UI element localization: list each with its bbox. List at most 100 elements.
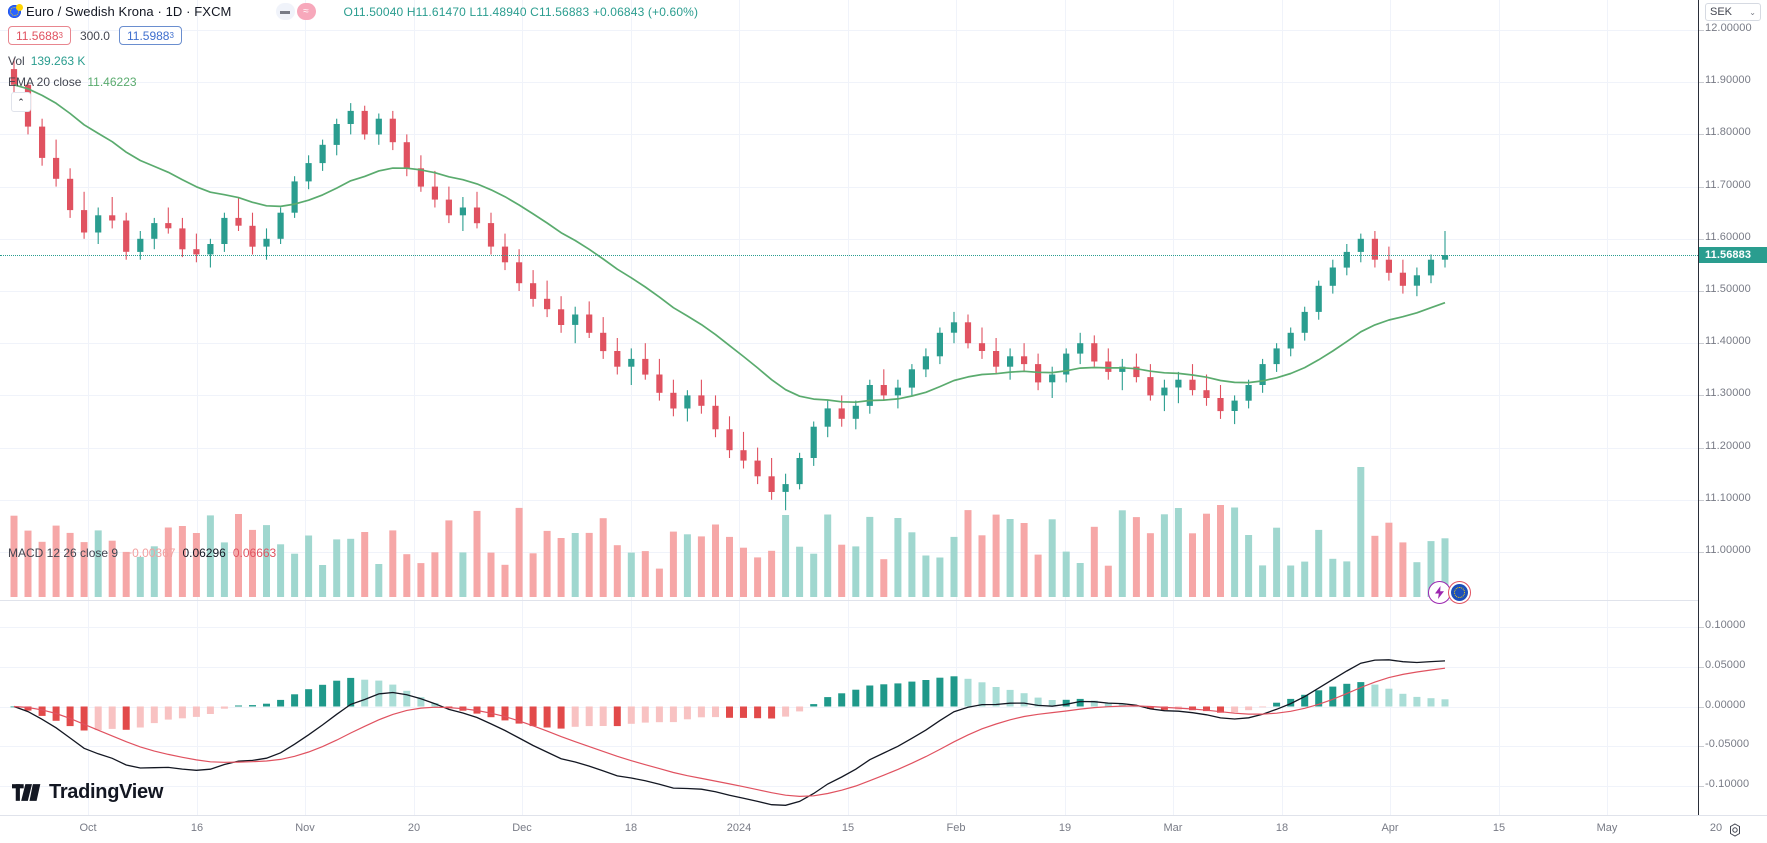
- volume-legend-value: 139.263 K: [30, 54, 86, 68]
- price-axis-tick: [1699, 291, 1704, 292]
- gridline-vertical: [739, 0, 740, 815]
- gridline-vertical: [414, 0, 415, 815]
- currency-selector[interactable]: SEK ⌄: [1705, 3, 1761, 21]
- gridline-vertical: [522, 0, 523, 815]
- price-axis-tick: [1699, 552, 1704, 553]
- gridline-horizontal: [0, 448, 1698, 449]
- price-axis-label: 11.40000: [1705, 335, 1751, 347]
- time-axis-label: 15: [841, 822, 855, 834]
- time-axis-label: Feb: [946, 822, 966, 834]
- low-price-chip[interactable]: 11.5688 3: [8, 26, 71, 45]
- macd-legend[interactable]: MACD 12 26 close 9 −0.00367 0.06296 0.06663: [8, 546, 276, 560]
- time-axis-label: 20: [407, 822, 421, 834]
- time-axis-label: 18: [624, 822, 638, 834]
- gridline-horizontal: [0, 134, 1698, 135]
- gridline-vertical: [1282, 0, 1283, 815]
- gridline-vertical: [956, 0, 957, 815]
- last-price-line: [0, 255, 1698, 256]
- last-price-badge[interactable]: 11.56883: [1699, 247, 1767, 263]
- macd-axis-tick: [1699, 667, 1704, 668]
- price-axis-tick: [1699, 30, 1704, 31]
- price-axis-label: 11.70000: [1705, 179, 1751, 191]
- time-axis-label: Oct: [79, 822, 97, 834]
- chart-type-button[interactable]: ▬: [275, 3, 295, 20]
- gridline-vertical: [1607, 0, 1608, 815]
- gridline-horizontal-macd: [0, 707, 1698, 708]
- price-axis-border: [1698, 0, 1699, 815]
- low-price-sup: 3: [58, 31, 63, 40]
- gridline-horizontal-macd: [0, 627, 1698, 628]
- currency-label: SEK: [1710, 6, 1733, 18]
- price-axis-tick: [1699, 395, 1704, 396]
- gridline-horizontal: [0, 395, 1698, 396]
- gridline-vertical: [848, 0, 849, 815]
- ohlc-values: O11.50040 H11.61470 L11.48940 C11.56883 …: [343, 4, 699, 19]
- pane-separator-volume: [0, 600, 1698, 601]
- time-axis-label: 19: [1058, 822, 1072, 834]
- price-axis-tick: [1699, 500, 1704, 501]
- range-pips-value: 300.0: [79, 28, 110, 43]
- price-axis-tick: [1699, 343, 1704, 344]
- time-axis-label: Apr: [1381, 822, 1399, 834]
- price-scale[interactable]: 12.00000 11.90000 11.80000 11.70000 11.60000…: [1699, 0, 1767, 815]
- macd-line-value: 0.06296: [182, 546, 226, 560]
- volume-legend-label: Vol: [8, 54, 25, 68]
- price-axis-label: 11.80000: [1705, 126, 1751, 138]
- price-axis-tick: [1699, 448, 1704, 449]
- gridline-horizontal: [0, 239, 1698, 240]
- gridline-vertical: [88, 0, 89, 815]
- price-axis-label: 11.20000: [1705, 440, 1751, 452]
- compare-button[interactable]: ≈: [296, 3, 316, 20]
- high-price-sup: 3: [169, 31, 174, 40]
- price-axis-label: 11.90000: [1705, 74, 1751, 86]
- tradingview-mark-icon: [12, 784, 41, 801]
- macd-axis-label: 0.05000: [1705, 659, 1746, 671]
- gridline-vertical: [197, 0, 198, 815]
- macd-axis-label: 0.00000: [1705, 699, 1746, 711]
- volume-legend[interactable]: Vol 139.263 K: [8, 54, 85, 68]
- gridline-vertical: [1065, 0, 1066, 815]
- macd-axis-label: 0.10000: [1705, 619, 1746, 631]
- gridline-horizontal: [0, 82, 1698, 83]
- tradingview-logo: TradingView: [12, 781, 163, 804]
- time-axis-label: May: [1596, 822, 1618, 834]
- price-axis-label: 11.50000: [1705, 283, 1751, 295]
- time-axis-label: Dec: [512, 822, 532, 834]
- price-axis-label: 12.00000: [1705, 22, 1752, 34]
- eu-flag-icon-badge[interactable]: [1448, 581, 1471, 604]
- gridline-horizontal: [0, 343, 1698, 344]
- eu-flag-icon: [8, 4, 23, 18]
- collapse-pane-button[interactable]: ⌃: [11, 92, 31, 112]
- time-axis-label: 2024: [726, 822, 752, 834]
- low-price-value: 11.5688: [16, 28, 59, 43]
- macd-axis-tick: [1699, 746, 1704, 747]
- macd-hist-value: −0.00367: [125, 546, 176, 560]
- macd-axis-tick: [1699, 627, 1704, 628]
- macd-axis-tick: [1699, 707, 1704, 708]
- gridline-horizontal: [0, 552, 1698, 553]
- macd-axis-tick: [1699, 786, 1704, 787]
- gridline-horizontal-macd: [0, 786, 1698, 787]
- time-axis-label: 20: [1709, 822, 1723, 834]
- price-axis-label: 11.00000: [1705, 544, 1751, 556]
- price-axis-label: 11.10000: [1705, 492, 1751, 504]
- time-axis-label: 18: [1275, 822, 1289, 834]
- high-price-value: 11.5988: [126, 28, 170, 43]
- ema-legend[interactable]: EMA 20 close 11.46223: [8, 75, 137, 89]
- time-axis-border: [0, 815, 1767, 816]
- gear-icon[interactable]: [1726, 821, 1744, 839]
- macd-axis-label: -0.05000: [1705, 738, 1750, 750]
- time-axis-label: 15: [1492, 822, 1506, 834]
- gridline-vertical: [1499, 0, 1500, 815]
- tradingview-wordmark: TradingView: [49, 781, 164, 803]
- price-axis-tick: [1699, 187, 1704, 188]
- time-scale[interactable]: Oct 16 Nov 20 Dec 18 2024 15 Feb 19 Mar 18 Apr 15 May 2…: [0, 816, 1767, 843]
- high-price-chip[interactable]: 11.5988 3: [118, 26, 182, 45]
- gridline-vertical: [1390, 0, 1391, 815]
- gridline-vertical: [305, 0, 306, 815]
- time-axis-label: 16: [190, 822, 204, 834]
- gridline-horizontal: [0, 500, 1698, 501]
- time-axis-label: Nov: [295, 822, 315, 834]
- symbol-title[interactable]: Euro / Swedish Krona · 1D · FXCM: [26, 4, 232, 19]
